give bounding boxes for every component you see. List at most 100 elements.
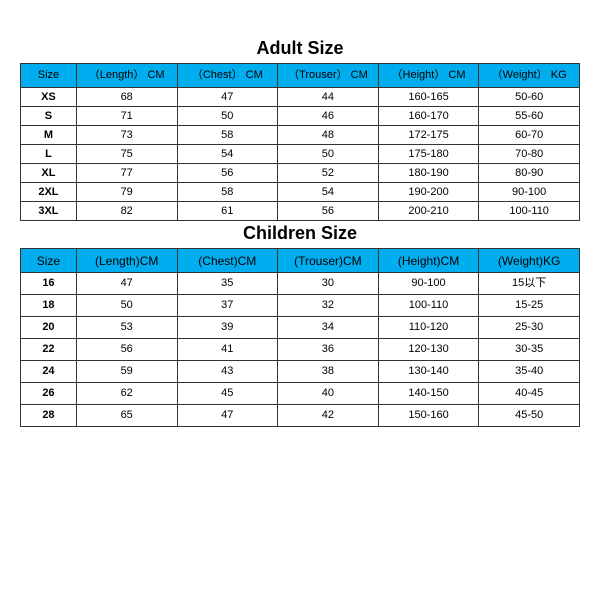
- children-cell: 24: [21, 361, 77, 383]
- children-cell: 45-50: [479, 405, 580, 427]
- children-cell: 90-100: [378, 273, 479, 295]
- children-row: 26624540140-15040-45: [21, 383, 580, 405]
- adult-cell: 82: [76, 202, 177, 221]
- size-chart: Adult Size Size（Length） CM（Chest） CM（Tro…: [0, 0, 600, 600]
- children-cell: 36: [278, 339, 379, 361]
- adult-row: XL775652180-19080-90: [21, 164, 580, 183]
- children-cell: 25-30: [479, 317, 580, 339]
- adult-cell: XL: [21, 164, 77, 183]
- children-cell: 56: [76, 339, 177, 361]
- adult-cell: 80-90: [479, 164, 580, 183]
- adult-cell: 79: [76, 183, 177, 202]
- children-cell: 30: [278, 273, 379, 295]
- adult-cell: 2XL: [21, 183, 77, 202]
- adult-cell: 50: [177, 107, 278, 126]
- children-cell: 35: [177, 273, 278, 295]
- children-cell: 30-35: [479, 339, 580, 361]
- adult-cell: 77: [76, 164, 177, 183]
- children-row: 18503732100-11015-25: [21, 295, 580, 317]
- adult-cell: 90-100: [479, 183, 580, 202]
- adult-row: XS684744160-16550-60: [21, 88, 580, 107]
- adult-cell: 58: [177, 183, 278, 202]
- children-cell: 22: [21, 339, 77, 361]
- adult-cell: 46: [278, 107, 379, 126]
- children-cell: 41: [177, 339, 278, 361]
- adult-size-title: Adult Size: [20, 38, 580, 59]
- children-cell: 42: [278, 405, 379, 427]
- adult-header-cell: （Trouser） CM: [278, 64, 379, 88]
- children-cell: 43: [177, 361, 278, 383]
- adult-cell: 55-60: [479, 107, 580, 126]
- children-size-title: Children Size: [20, 223, 580, 244]
- children-cell: 39: [177, 317, 278, 339]
- adult-cell: 48: [278, 126, 379, 145]
- children-size-table: Size(Length)CM(Chest)CM(Trouser)CM(Heigh…: [20, 248, 580, 427]
- adult-row: L755450175-18070-80: [21, 145, 580, 164]
- children-cell: 15以下: [479, 273, 580, 295]
- children-row: 24594338130-14035-40: [21, 361, 580, 383]
- adult-cell: 175-180: [378, 145, 479, 164]
- adult-cell: 68: [76, 88, 177, 107]
- children-cell: 53: [76, 317, 177, 339]
- adult-cell: 54: [177, 145, 278, 164]
- children-cell: 100-110: [378, 295, 479, 317]
- children-row: 20533934110-12025-30: [21, 317, 580, 339]
- children-cell: 130-140: [378, 361, 479, 383]
- children-row: 22564136120-13030-35: [21, 339, 580, 361]
- children-cell: 110-120: [378, 317, 479, 339]
- adult-cell: 52: [278, 164, 379, 183]
- children-cell: 34: [278, 317, 379, 339]
- children-header-cell: (Trouser)CM: [278, 249, 379, 273]
- children-cell: 47: [177, 405, 278, 427]
- adult-header-cell: （Length） CM: [76, 64, 177, 88]
- chart-inner: Adult Size Size（Length） CM（Chest） CM（Tro…: [20, 38, 580, 427]
- children-cell: 45: [177, 383, 278, 405]
- children-header-cell: (Weight)KG: [479, 249, 580, 273]
- adult-cell: 71: [76, 107, 177, 126]
- adult-size-table: Size（Length） CM（Chest） CM（Trouser） CM（He…: [20, 63, 580, 221]
- adult-cell: 180-190: [378, 164, 479, 183]
- adult-cell: 56: [278, 202, 379, 221]
- adult-cell: 58: [177, 126, 278, 145]
- children-cell: 140-150: [378, 383, 479, 405]
- children-cell: 35-40: [479, 361, 580, 383]
- adult-row: S715046160-17055-60: [21, 107, 580, 126]
- children-row: 28654742150-16045-50: [21, 405, 580, 427]
- children-cell: 59: [76, 361, 177, 383]
- children-cell: 40-45: [479, 383, 580, 405]
- adult-cell: 160-165: [378, 88, 479, 107]
- children-header-cell: (Length)CM: [76, 249, 177, 273]
- children-cell: 20: [21, 317, 77, 339]
- children-cell: 18: [21, 295, 77, 317]
- adult-cell: 56: [177, 164, 278, 183]
- children-cell: 120-130: [378, 339, 479, 361]
- children-cell: 50: [76, 295, 177, 317]
- adult-cell: 160-170: [378, 107, 479, 126]
- adult-cell: 200-210: [378, 202, 479, 221]
- adult-header-cell: （Weight） KG: [479, 64, 580, 88]
- adult-cell: 75: [76, 145, 177, 164]
- children-header-cell: (Height)CM: [378, 249, 479, 273]
- children-cell: 62: [76, 383, 177, 405]
- children-cell: 37: [177, 295, 278, 317]
- children-cell: 32: [278, 295, 379, 317]
- children-cell: 40: [278, 383, 379, 405]
- adult-row: 2XL795854190-20090-100: [21, 183, 580, 202]
- adult-cell: 50-60: [479, 88, 580, 107]
- children-row: 1647353090-10015以下: [21, 273, 580, 295]
- adult-cell: 3XL: [21, 202, 77, 221]
- adult-cell: 190-200: [378, 183, 479, 202]
- adult-cell: 172-175: [378, 126, 479, 145]
- adult-cell: S: [21, 107, 77, 126]
- adult-cell: L: [21, 145, 77, 164]
- adult-cell: 100-110: [479, 202, 580, 221]
- children-cell: 47: [76, 273, 177, 295]
- adult-header-cell: Size: [21, 64, 77, 88]
- children-cell: 150-160: [378, 405, 479, 427]
- adult-cell: 73: [76, 126, 177, 145]
- children-cell: 26: [21, 383, 77, 405]
- adult-cell: 44: [278, 88, 379, 107]
- children-cell: 16: [21, 273, 77, 295]
- adult-cell: 47: [177, 88, 278, 107]
- children-cell: 65: [76, 405, 177, 427]
